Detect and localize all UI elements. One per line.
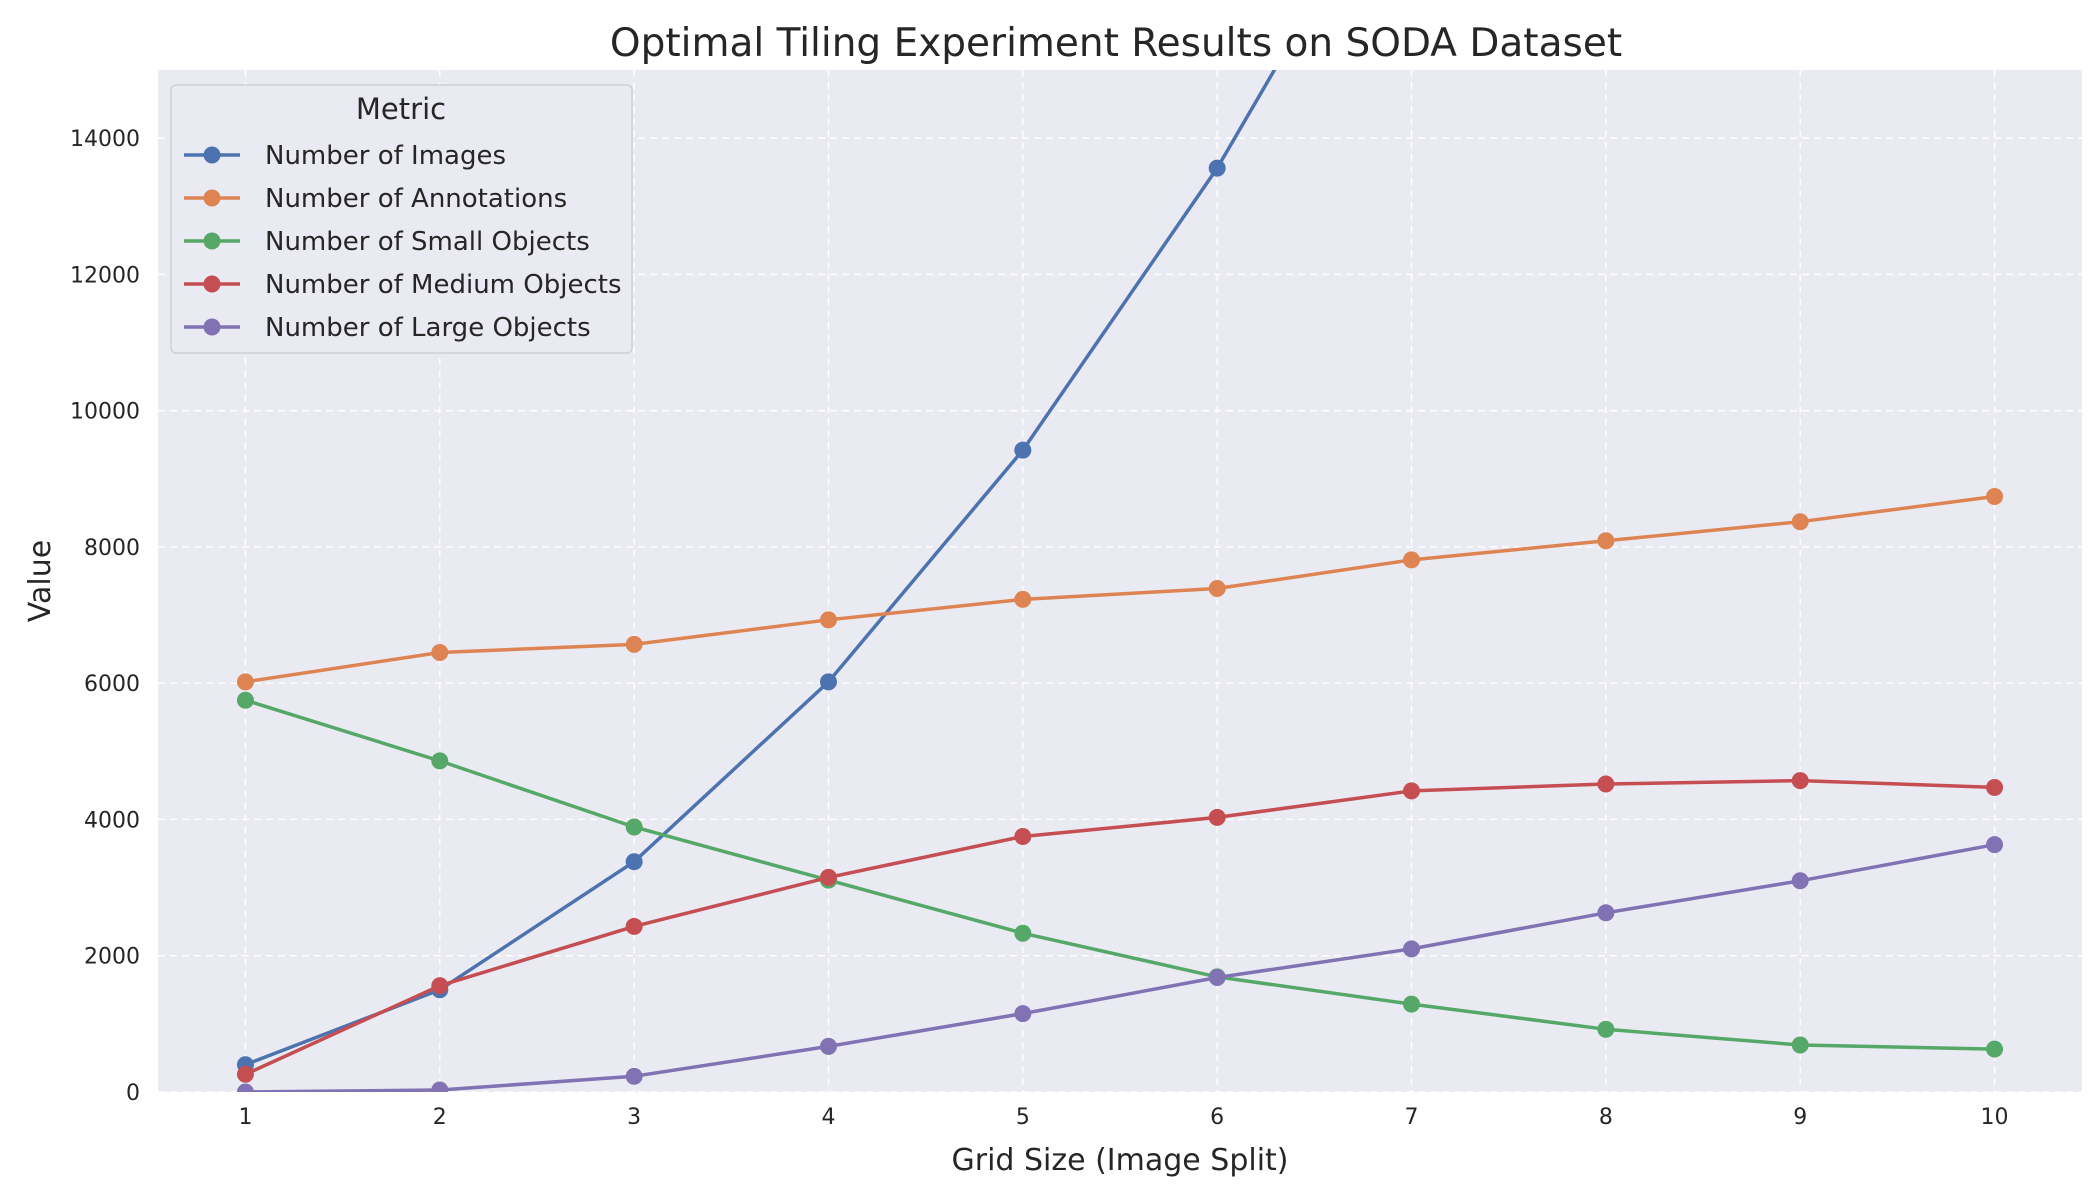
series-line	[245, 494, 1995, 684]
x-tick-label: 3	[627, 1105, 641, 1130]
legend-label: Number of Medium Objects	[265, 270, 621, 300]
series-line	[244, 698, 1995, 1051]
data-point	[1014, 1005, 1032, 1023]
series-number-of-medium-objects	[236, 772, 2004, 1083]
data-point	[1403, 995, 1421, 1013]
legend-item: Number of Small Objects	[184, 227, 590, 257]
data-point	[625, 635, 643, 653]
legend-marker	[203, 146, 221, 164]
series-number-of-large-objects	[236, 836, 2004, 1092]
data-point	[1014, 828, 1032, 845]
x-tick-label: 10	[1981, 1105, 2009, 1130]
x-tick-label: 7	[1405, 1105, 1419, 1130]
series-line	[245, 842, 1995, 1092]
data-point	[1208, 969, 1226, 987]
data-point	[1597, 904, 1615, 922]
y-tick-label: 14000	[70, 127, 140, 152]
data-point	[819, 1037, 837, 1055]
series-line	[244, 70, 1277, 1067]
legend-title: Metric	[356, 92, 446, 126]
data-point	[1597, 775, 1615, 793]
data-point	[1208, 808, 1226, 826]
y-axis-title: Value	[23, 540, 58, 622]
data-point	[625, 917, 643, 935]
legend-marker	[203, 275, 221, 293]
legend-label: Number of Small Objects	[265, 227, 590, 257]
x-tick-label: 4	[821, 1105, 835, 1130]
data-point	[625, 1067, 643, 1085]
x-tick-label: 5	[1016, 1105, 1030, 1130]
x-tick-label: 8	[1599, 1105, 1613, 1130]
data-point	[1986, 778, 2004, 796]
data-point	[236, 1065, 254, 1083]
legend-label: Number of Large Objects	[265, 313, 591, 343]
data-point	[431, 644, 449, 662]
data-point	[1986, 1040, 2004, 1058]
data-point	[431, 1081, 449, 1092]
data-point	[1403, 551, 1421, 569]
y-tick-label: 0	[126, 1081, 140, 1106]
x-tick-labels: 1 2 3 4 5 6 7 8 9 10	[238, 1105, 2008, 1130]
data-point	[1986, 836, 2004, 854]
data-point	[625, 818, 643, 836]
series-line	[244, 778, 1995, 1076]
x-tick-label: 2	[433, 1105, 447, 1130]
legend-item: Number of Images	[184, 141, 506, 171]
data-point	[431, 752, 449, 770]
data-point	[1208, 159, 1226, 177]
y-tick-label: 8000	[84, 536, 140, 561]
data-point	[1791, 1036, 1809, 1054]
data-point	[236, 691, 254, 709]
y-tick-label: 2000	[84, 945, 140, 970]
data-point	[1014, 441, 1032, 459]
y-tick-label: 10000	[70, 400, 140, 425]
legend-label: Number of Images	[265, 141, 506, 171]
data-point	[1403, 782, 1421, 800]
data-point	[1791, 513, 1809, 531]
y-tick-labels: 0 2000 4000 6000 8000 10000 12000 14000	[70, 127, 140, 1106]
data-point	[1014, 924, 1032, 942]
legend-label: Number of Annotations	[265, 184, 567, 214]
chart-title: Optimal Tiling Experiment Results on SOD…	[610, 21, 1622, 66]
x-tick-label: 1	[238, 1105, 252, 1130]
legend-item: Number of Large Objects	[184, 313, 591, 343]
data-point	[819, 611, 837, 629]
data-point	[236, 1083, 254, 1092]
legend-item: Number of Medium Objects	[184, 270, 621, 300]
x-axis-title: Grid Size (Image Split)	[951, 1143, 1288, 1178]
y-tick-label: 12000	[70, 263, 140, 288]
data-point	[1791, 772, 1809, 790]
data-point	[431, 977, 449, 995]
legend-marker	[203, 189, 221, 207]
data-point	[1986, 488, 2004, 506]
data-point	[625, 853, 643, 871]
data-point	[1208, 579, 1226, 597]
data-point	[1597, 1020, 1615, 1038]
legend-marker	[203, 318, 221, 336]
legend: Metric Number of Images Number of Annotat…	[170, 84, 633, 354]
y-tick-label: 6000	[84, 672, 140, 697]
data-point	[1791, 872, 1809, 890]
legend-marker	[203, 232, 221, 250]
data-point	[819, 673, 837, 691]
data-point	[819, 868, 837, 886]
series-number-of-annotations	[236, 488, 2004, 691]
series-layer	[236, 70, 2004, 1092]
data-point	[1014, 590, 1032, 608]
legend-item: Number of Annotations	[184, 184, 567, 214]
legend-box	[170, 84, 633, 354]
y-tick-label: 4000	[84, 808, 140, 833]
data-point	[1403, 940, 1421, 958]
data-point	[1597, 532, 1615, 550]
data-point	[236, 673, 254, 691]
x-tick-label: 9	[1793, 1105, 1807, 1130]
x-tick-label: 6	[1210, 1105, 1224, 1130]
